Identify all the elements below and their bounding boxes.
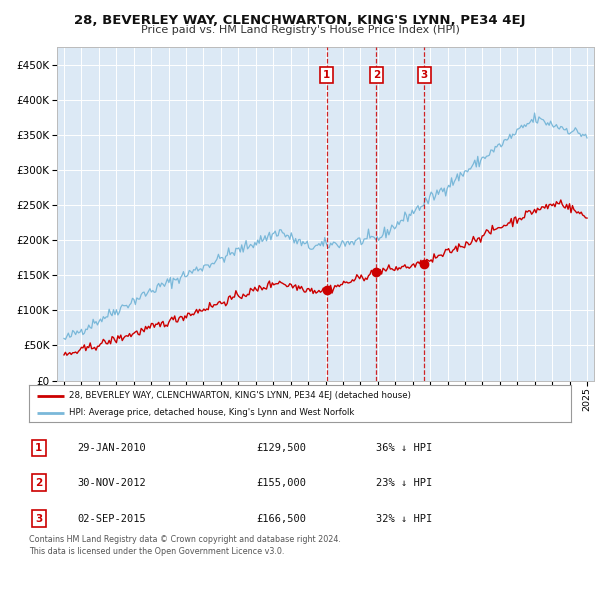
Text: 1: 1 [35, 443, 42, 453]
Text: £166,500: £166,500 [257, 513, 307, 523]
Text: 1: 1 [323, 70, 331, 80]
Text: 3: 3 [35, 513, 42, 523]
Text: 36% ↓ HPI: 36% ↓ HPI [376, 443, 432, 453]
Text: 29-JAN-2010: 29-JAN-2010 [77, 443, 146, 453]
Text: £155,000: £155,000 [257, 478, 307, 488]
Text: 28, BEVERLEY WAY, CLENCHWARTON, KING'S LYNN, PE34 4EJ: 28, BEVERLEY WAY, CLENCHWARTON, KING'S L… [74, 14, 526, 27]
Text: HPI: Average price, detached house, King's Lynn and West Norfolk: HPI: Average price, detached house, King… [70, 408, 355, 417]
Text: 3: 3 [421, 70, 428, 80]
Text: Price paid vs. HM Land Registry's House Price Index (HPI): Price paid vs. HM Land Registry's House … [140, 25, 460, 35]
Text: 28, BEVERLEY WAY, CLENCHWARTON, KING'S LYNN, PE34 4EJ (detached house): 28, BEVERLEY WAY, CLENCHWARTON, KING'S L… [70, 391, 412, 400]
Text: 2: 2 [35, 478, 42, 488]
Text: 02-SEP-2015: 02-SEP-2015 [77, 513, 146, 523]
Text: 23% ↓ HPI: 23% ↓ HPI [376, 478, 432, 488]
Text: 2: 2 [373, 70, 380, 80]
Text: 30-NOV-2012: 30-NOV-2012 [77, 478, 146, 488]
Text: Contains HM Land Registry data © Crown copyright and database right 2024.
This d: Contains HM Land Registry data © Crown c… [29, 535, 341, 556]
Text: 32% ↓ HPI: 32% ↓ HPI [376, 513, 432, 523]
Text: £129,500: £129,500 [257, 443, 307, 453]
